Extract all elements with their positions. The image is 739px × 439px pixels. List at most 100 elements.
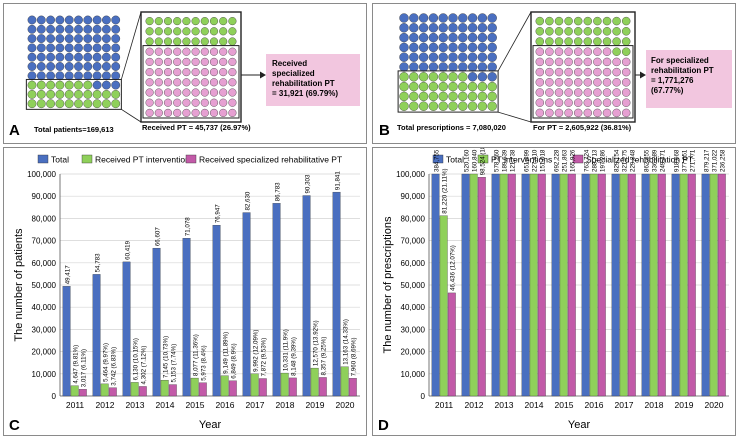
waffle-dot-received	[163, 78, 173, 87]
waffle-dot-total	[467, 72, 478, 82]
waffle-dot-received	[564, 57, 573, 67]
waffle-dot-received	[173, 98, 182, 107]
legend-swatch	[185, 154, 197, 164]
waffle-dot-total	[111, 34, 121, 43]
bar-pt-interventions	[529, 173, 538, 397]
waffle-dot-total	[74, 24, 83, 34]
waffle-dot-total	[409, 62, 419, 72]
total-prescriptions-label: Total prescriptions = 7,080,020	[397, 123, 506, 132]
waffle-dot-received	[173, 78, 182, 87]
waffle-dot-total	[399, 62, 409, 72]
waffle-dot-received	[602, 47, 612, 56]
waffle-dot-total	[467, 81, 478, 92]
waffle-dot-total	[74, 15, 83, 25]
waffle-dot-received	[145, 68, 154, 77]
waffle-dot-total	[111, 52, 121, 62]
waffle-dot-total	[448, 81, 458, 92]
waffle-dot-total	[418, 72, 429, 82]
waffle-dot-total	[448, 23, 458, 33]
waffle-dot-total	[27, 71, 37, 81]
waffle-dot-received	[535, 16, 545, 26]
waffle-dot-received	[535, 67, 545, 77]
waffle-dot-total	[55, 24, 65, 34]
waffle-dot-total	[102, 34, 111, 43]
waffle-dot-total	[448, 91, 458, 102]
waffle-dot-total	[418, 42, 429, 53]
waffle-dot-received	[191, 78, 200, 87]
waffle-dot-received	[583, 108, 593, 118]
bar-chart-prescriptions: Total PT interventions Specialized rehabil…	[378, 148, 729, 434]
bar-total	[62, 286, 71, 397]
y-tick-label: 90,000	[32, 192, 57, 201]
bar-pt-interventions	[469, 173, 478, 397]
data-label: 651,499	[523, 149, 530, 172]
waffle-dot-total	[111, 24, 121, 34]
waffle-dot-total	[74, 62, 83, 71]
bar-pt-interventions	[589, 173, 598, 397]
data-label: 6,130 (10.15%)	[133, 338, 140, 380]
waffle-dot-total	[438, 13, 448, 23]
waffle-dot-total	[467, 32, 478, 43]
waffle-dot-received	[154, 68, 163, 77]
waffle-dot-total	[399, 91, 409, 102]
waffle-dot-received	[573, 37, 583, 46]
callout-arrow-head	[640, 71, 646, 79]
waffle-dot-received	[554, 37, 564, 46]
waffle-dot-total	[46, 15, 55, 25]
waffle-dot-received	[191, 37, 200, 46]
waffle-dot-received	[228, 78, 237, 87]
bar-received-specialized-rehabilitative-pt	[78, 389, 87, 397]
waffle-dot-received	[209, 98, 219, 107]
x-axis-title: Year	[199, 419, 222, 431]
waffle-dot-total	[36, 24, 46, 34]
waffle-dot-received	[191, 27, 200, 36]
waffle-dot-received	[163, 27, 173, 36]
data-label: 54,783	[94, 253, 101, 272]
waffle-dot-total	[428, 52, 439, 62]
panel-letter-a: A	[9, 122, 20, 139]
bar-specialized-rehabilitation-pt	[537, 173, 546, 397]
waffle-dot-total	[487, 52, 497, 62]
data-label: 121,738 (21.05%)	[510, 148, 517, 172]
waffle-dot-received	[228, 37, 237, 46]
waffle-dot-total	[467, 101, 478, 111]
waffle-dot-total	[409, 72, 419, 82]
waffle-dot-total	[46, 43, 55, 53]
waffle-dot-received	[535, 78, 545, 87]
waffle-dot-received	[163, 47, 173, 56]
special-highlight-box	[532, 45, 634, 119]
x-tick-label: 2020	[336, 400, 355, 410]
y-axis-title: The number of patients	[13, 228, 25, 342]
waffle-dot-received	[612, 47, 621, 56]
waffle-dot-total	[92, 90, 102, 99]
waffle-dot-total	[409, 91, 419, 102]
waffle-dot-received	[554, 16, 564, 26]
waffle-dot-total	[55, 99, 65, 109]
bar-received-pt-intervention	[130, 382, 139, 397]
waffle-dot-received	[612, 78, 621, 87]
waffle-dot-total	[64, 62, 74, 71]
waffle-dot-total	[409, 23, 419, 33]
waffle-dot-total	[438, 23, 448, 33]
waffle-dot-total	[477, 42, 488, 53]
legend-label: Total	[51, 155, 69, 165]
waffle-dot-received	[564, 37, 573, 46]
data-label: 12,570 (13.92%)	[313, 320, 320, 366]
data-label: 384,755	[433, 149, 440, 172]
waffle-dot-total	[111, 71, 121, 81]
waffle-dot-total	[64, 43, 74, 53]
data-label: 7,872 (9.53%)	[261, 338, 268, 377]
waffle-dot-total	[467, 23, 478, 33]
waffle-dot-total	[428, 81, 439, 92]
callout-a-line: Received	[272, 59, 308, 68]
waffle-dot-received	[219, 37, 228, 46]
waffle-dot-received	[573, 88, 583, 97]
waffle-dot-received	[191, 47, 200, 56]
x-tick-label: 2013	[495, 400, 514, 410]
waffle-dot-total	[399, 32, 409, 43]
waffle-dot-received	[554, 78, 564, 87]
y-tick-label: 60,000	[32, 259, 57, 268]
waffle-dot-received	[573, 57, 583, 67]
waffle-dot-total	[27, 43, 37, 53]
callout-b-line: (67.77%)	[651, 86, 684, 95]
